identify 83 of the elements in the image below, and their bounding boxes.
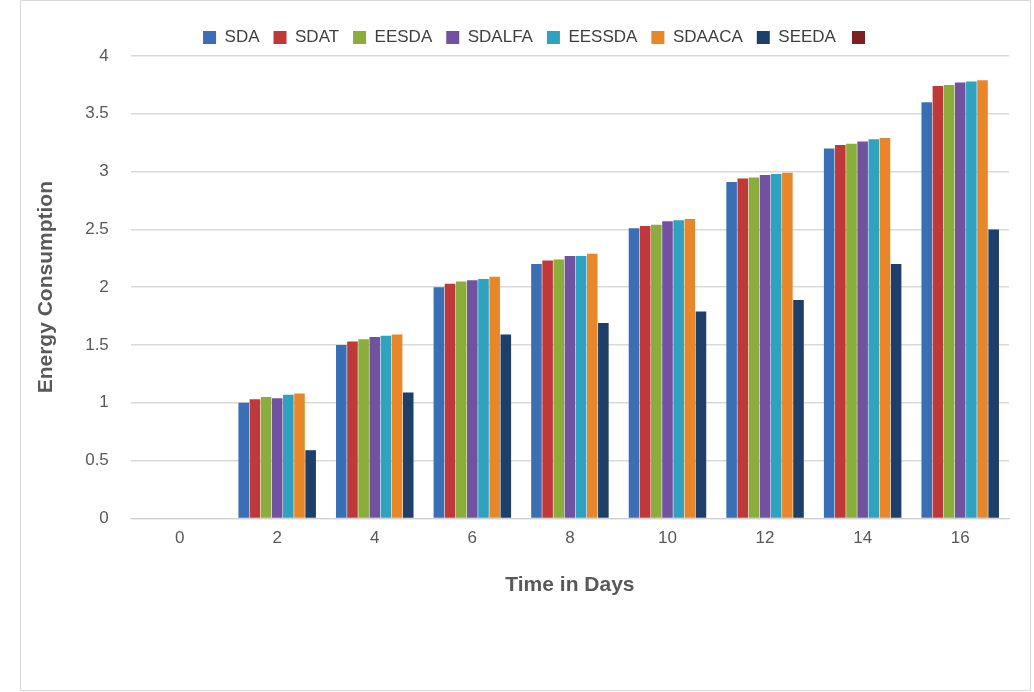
bar: [726, 182, 737, 518]
bar: [598, 323, 609, 518]
x-tick-label: 4: [370, 528, 380, 548]
bar: [759, 175, 771, 518]
bar: [249, 399, 261, 518]
legend-label: SDAACA: [672, 27, 744, 47]
y-axis-title: Energy Consumption: [33, 181, 57, 394]
bar: [793, 299, 804, 518]
bar: [932, 86, 944, 518]
bar: [921, 102, 933, 518]
x-tick-label: 10: [658, 528, 677, 548]
y-tick-label: 1: [99, 392, 109, 412]
bar: [553, 259, 565, 518]
bar: [575, 255, 587, 518]
bar: [271, 398, 283, 518]
bar: [402, 392, 414, 518]
legend-label: SDALFA: [467, 27, 534, 47]
bar: [489, 276, 500, 518]
bar: [977, 80, 988, 518]
bar: [478, 279, 489, 518]
y-tick-label: 3: [99, 161, 109, 181]
bar: [238, 402, 250, 518]
bar: [467, 280, 478, 518]
bar: [673, 220, 684, 518]
x-tick-label: 16: [950, 528, 970, 548]
bar: [283, 394, 294, 518]
bar: [890, 264, 902, 518]
bar: [662, 221, 673, 518]
bar: [695, 311, 707, 518]
bar: [835, 145, 846, 518]
bar: [542, 260, 553, 518]
bar: [531, 264, 542, 518]
bar: [305, 450, 316, 518]
bar: [782, 172, 793, 518]
y-tick-label: 3.5: [85, 103, 109, 123]
bar: [857, 141, 868, 518]
legend-label: EESDA: [374, 27, 433, 47]
bar: [879, 138, 891, 518]
x-tick-label: 2: [272, 528, 282, 548]
bar: [586, 253, 598, 518]
x-axis-title: Time in Days: [505, 572, 635, 596]
bar: [391, 334, 403, 518]
bar: [294, 393, 305, 518]
y-tick-label: 2: [99, 276, 109, 296]
y-tick-label: 0: [99, 508, 109, 528]
bar: [823, 148, 835, 518]
bar: [651, 224, 662, 518]
bar: [444, 283, 456, 518]
bar: [369, 336, 381, 518]
bar: [943, 84, 955, 518]
bar: [868, 139, 880, 518]
bar: [639, 225, 651, 518]
bar: [380, 335, 392, 518]
bar: [966, 81, 977, 518]
bar: [628, 228, 640, 518]
y-tick-label: 4: [99, 45, 109, 65]
y-tick-label: 1.5: [85, 334, 109, 354]
bar: [954, 82, 966, 518]
legend-label: EESSDA: [568, 27, 639, 47]
x-tick-label: 0: [174, 528, 185, 548]
x-tick-label: 14: [853, 528, 873, 548]
bar: [684, 219, 696, 518]
legend-label: SDAT: [295, 27, 340, 47]
bar: [748, 177, 760, 518]
bar: [347, 341, 358, 518]
bar: [500, 334, 512, 518]
bar: [433, 287, 445, 518]
bar: [358, 339, 369, 518]
legend-label: SEEDA: [778, 27, 837, 47]
x-tick-label: 8: [565, 528, 575, 548]
bar: [770, 173, 782, 518]
y-tick-label: 2.5: [85, 219, 109, 239]
x-tick-label: 6: [467, 528, 478, 548]
bar: [260, 397, 272, 518]
bar: [564, 255, 576, 518]
bar: [336, 345, 347, 518]
bar: [988, 229, 999, 518]
bar: [737, 178, 749, 518]
bar: [455, 281, 467, 518]
x-tick-label: 12: [755, 528, 775, 548]
y-tick-label: 0.5: [85, 450, 109, 470]
legend-label: SDA: [224, 27, 261, 47]
bar: [846, 143, 857, 518]
